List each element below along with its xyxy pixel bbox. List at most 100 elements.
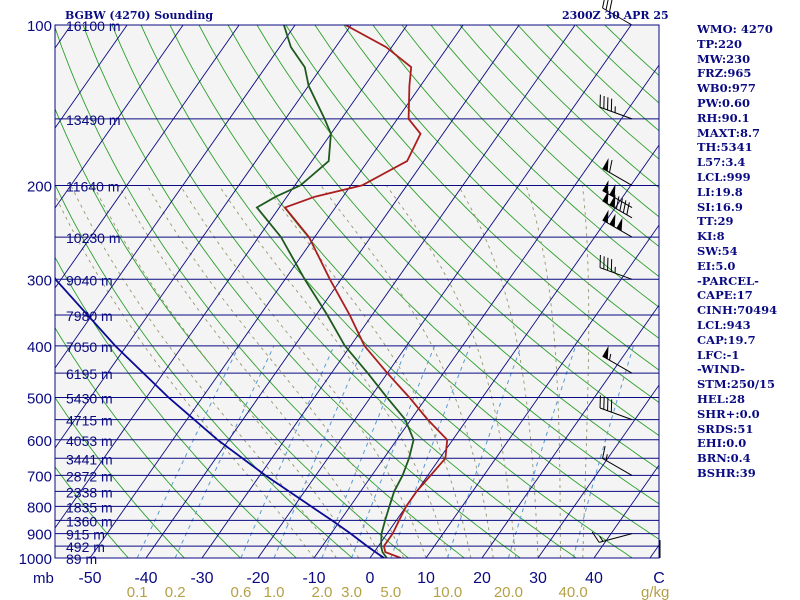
- mixing-ratio-label: 20.0: [494, 584, 523, 600]
- index-line: WMO: 4270: [697, 22, 773, 36]
- wind-barb-full: [626, 202, 630, 215]
- index-line: SW:54: [697, 243, 738, 258]
- index-line: EI:5.0: [697, 258, 736, 273]
- pressure-label: 900: [27, 527, 52, 544]
- isotherm-line: [201, 25, 576, 558]
- isotherm-line: [0, 25, 15, 558]
- wind-barb-staff: [599, 106, 633, 120]
- wind-barb-half: [599, 535, 604, 542]
- pressure-label: 800: [27, 499, 52, 516]
- index-line: MW:230: [697, 51, 751, 66]
- wind-barb-half: [608, 353, 612, 361]
- moist-adiabat-line: [264, 185, 472, 558]
- temperature-axis-label: 20: [473, 570, 491, 587]
- temperature-axis-label: 10: [417, 570, 435, 587]
- pressure-label: 700: [27, 468, 52, 485]
- index-line: LFC:-1: [697, 347, 740, 362]
- wind-barb-full: [602, 0, 605, 9]
- height-label: 915 m: [66, 527, 105, 543]
- isotherm-line: [537, 384, 659, 558]
- mixing-ratio-label: 0.2: [165, 584, 186, 600]
- wind-barb-full: [608, 159, 613, 173]
- height-label: 6195 m: [66, 366, 113, 382]
- temperature-axis-label: -20: [246, 570, 269, 587]
- height-label: 11640 m: [66, 178, 119, 194]
- height-label: 2872 m: [66, 468, 113, 484]
- index-line: LI:19.8: [697, 184, 743, 199]
- height-label: 9040 m: [66, 272, 113, 288]
- wind-barb: [602, 0, 633, 26]
- moist-adiabat-line: [179, 185, 427, 558]
- index-line: SI:16.9: [697, 199, 743, 214]
- moist-adiabat-line: [70, 185, 337, 558]
- height-label: 1360 m: [66, 513, 113, 529]
- wind-barb-flag: [602, 190, 609, 204]
- index-line: CAPE:17: [697, 288, 753, 303]
- pressure-unit-label: mb: [33, 570, 54, 587]
- dewpoint-trace: [255, 25, 415, 558]
- height-label: 1835 m: [66, 499, 113, 515]
- isotherm-line: [55, 25, 352, 449]
- wind-barb: [599, 94, 633, 120]
- index-line: BSHR:39: [697, 465, 756, 480]
- temperature-unit-label: C: [653, 570, 665, 587]
- pressure-label: 400: [27, 339, 52, 356]
- mixing-ratio-label: 0.6: [231, 584, 252, 600]
- plot-frame: [54, 24, 660, 559]
- wind-barb-flag: [609, 213, 616, 228]
- pressure-label: 1000: [19, 551, 52, 568]
- temperature-axis-label: -30: [190, 570, 213, 587]
- wind-barb-staff: [602, 168, 633, 186]
- wind-barb: [602, 158, 633, 186]
- pressure-label: 100: [27, 18, 52, 35]
- height-label: 2338 m: [66, 484, 113, 500]
- wind-barb: [602, 180, 633, 208]
- isotherm-line: [257, 25, 632, 558]
- index-line: SHR+:0.0: [697, 406, 760, 421]
- index-line: MAXT:8.7: [697, 125, 760, 140]
- isotherm-line: [55, 25, 240, 289]
- temperature-axis-label: -10: [302, 570, 325, 587]
- index-line: CINH:70494: [697, 303, 778, 318]
- temperature-axis-label: 40: [585, 570, 603, 587]
- wind-barb-staff: [602, 458, 633, 476]
- index-line: LCL:999: [697, 169, 751, 184]
- valid-time: 2300Z 30 APR 25: [562, 9, 669, 22]
- pressure-label: 500: [27, 391, 52, 408]
- isotherm-line: [55, 25, 296, 369]
- index-line: LCL:943: [697, 317, 751, 332]
- index-line: TP:220: [697, 36, 743, 51]
- index-line: -WIND-: [697, 362, 745, 377]
- mixing-ratio-label: 1.0: [264, 584, 285, 600]
- temperature-axis-label: -50: [78, 570, 101, 587]
- pressure-label: 300: [27, 272, 52, 289]
- height-label: 10230 m: [66, 230, 120, 246]
- index-line: TH:5341: [697, 140, 753, 155]
- isotherm-line: [593, 464, 659, 558]
- mixing-ratio-label: 10.0: [433, 584, 462, 600]
- wind-barb-flag: [616, 217, 623, 232]
- wind-barb-flag: [602, 158, 609, 172]
- wind-barb: [599, 395, 633, 421]
- height-label: 4053 m: [66, 433, 113, 449]
- isotherm-line: [55, 25, 184, 209]
- height-label: 7050 m: [66, 339, 113, 355]
- index-line: -PARCEL-: [697, 273, 759, 288]
- isotherm-line: [145, 25, 520, 558]
- pressure-label: 200: [27, 178, 52, 195]
- mixing-ratio-unit-label: g/kg: [641, 584, 669, 600]
- mixing-ratio-label: 0.1: [127, 584, 148, 600]
- wind-barb-staff: [599, 407, 633, 421]
- mixing-ratio-label: 2.0: [312, 584, 333, 600]
- temperature-axis-label: -40: [134, 570, 157, 587]
- index-line: RH:90.1: [697, 110, 750, 125]
- index-line: EHI:0.0: [697, 436, 747, 451]
- height-label: 492 m: [66, 539, 105, 555]
- wind-barb-full: [622, 200, 627, 213]
- wind-barb-full: [608, 0, 613, 13]
- temperature-axis-label: 30: [529, 570, 547, 587]
- wind-barb: [602, 345, 633, 374]
- wind-barb-full: [605, 0, 609, 11]
- wind-barb-full: [615, 196, 620, 209]
